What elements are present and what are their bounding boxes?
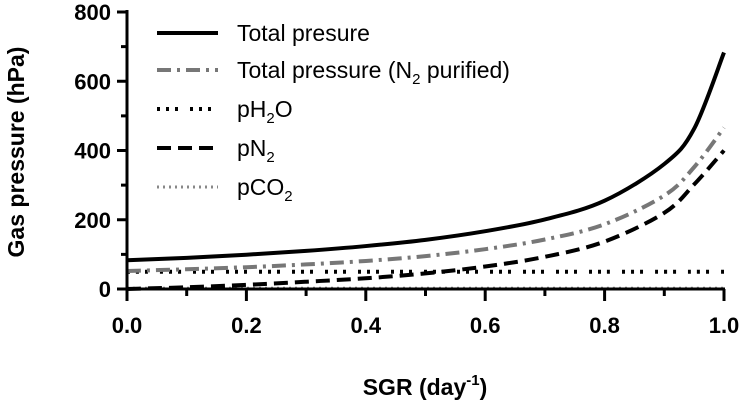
series-line-pn2: [126, 149, 726, 291]
y-tick-label: 800: [74, 0, 111, 25]
x-tick-label: 0.0: [112, 313, 143, 338]
legend-label: Total presure: [237, 20, 370, 46]
legend-label: pN2: [237, 135, 275, 166]
x-tick-label: 0.4: [351, 313, 382, 338]
y-tick-label: 0: [99, 277, 111, 302]
legend: Total presure Total pressure (N2 purified…: [157, 20, 510, 205]
legend-label: pH2O: [237, 96, 293, 127]
legend-label: Total pressure (N2 purified): [237, 57, 510, 88]
x-tick-label: 1.0: [709, 313, 740, 338]
legend-label: pCO2: [237, 174, 293, 205]
y-axis-title: Gas pressure (hPa): [3, 47, 29, 258]
ticks: 0 200 400 600 800 0.0 0.2 0.4 0.6 0.8 1.0: [74, 0, 739, 338]
x-tick-label: 0.2: [231, 313, 262, 338]
series-line-total-presure: [126, 51, 726, 263]
plot-lines: [126, 51, 726, 291]
axes: [125, 10, 725, 291]
y-tick-label: 200: [74, 208, 111, 233]
x-tick-label: 0.8: [589, 313, 620, 338]
y-tick-label: 600: [74, 69, 111, 94]
series-line-total-pressure-n2-purified-: [126, 126, 726, 273]
x-axis-title: SGR (day-1): [363, 372, 488, 400]
x-tick-label: 0.6: [470, 313, 501, 338]
y-tick-label: 400: [74, 139, 111, 164]
